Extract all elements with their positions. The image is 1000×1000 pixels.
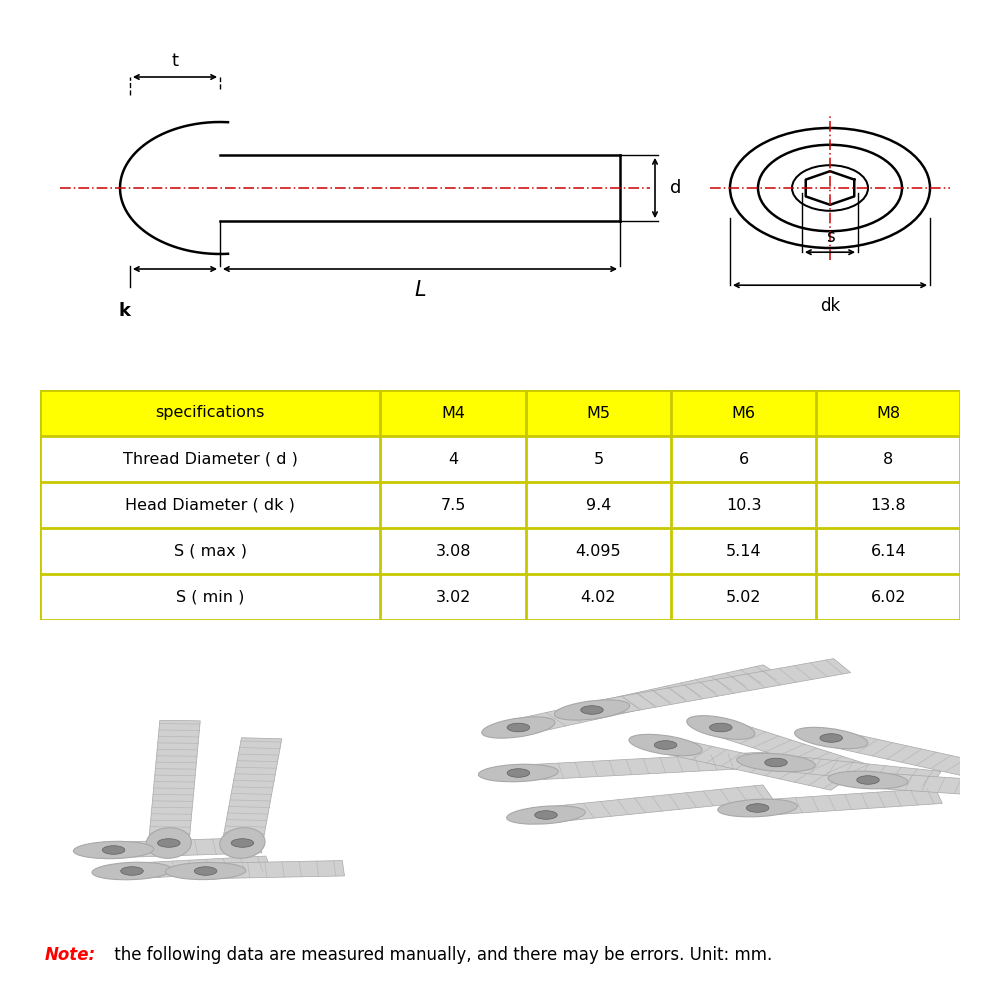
Ellipse shape: [92, 862, 172, 880]
Ellipse shape: [554, 700, 630, 720]
Polygon shape: [541, 785, 773, 822]
Polygon shape: [864, 772, 1000, 799]
Text: t: t: [172, 52, 178, 70]
Circle shape: [194, 867, 217, 875]
Ellipse shape: [629, 734, 702, 756]
Circle shape: [121, 867, 143, 875]
Text: 6.14: 6.14: [870, 544, 906, 558]
Text: s: s: [826, 228, 834, 246]
Ellipse shape: [220, 828, 265, 858]
Polygon shape: [149, 720, 200, 843]
Polygon shape: [516, 752, 776, 781]
Circle shape: [654, 741, 677, 749]
Circle shape: [820, 734, 842, 742]
Text: M4: M4: [441, 406, 465, 420]
Circle shape: [102, 846, 125, 854]
Text: 4.02: 4.02: [581, 589, 616, 604]
Text: 5.02: 5.02: [726, 589, 762, 604]
Text: 10.3: 10.3: [726, 497, 762, 512]
Text: Head Diameter ( dk ): Head Diameter ( dk ): [125, 497, 295, 512]
Text: 3.08: 3.08: [435, 544, 471, 558]
Text: 7.5: 7.5: [440, 497, 466, 512]
Text: L: L: [414, 280, 426, 300]
Text: 3.02: 3.02: [435, 589, 471, 604]
Ellipse shape: [165, 862, 246, 880]
Text: 8: 8: [883, 452, 893, 466]
Ellipse shape: [687, 716, 755, 739]
Ellipse shape: [73, 841, 154, 859]
Circle shape: [746, 804, 769, 812]
Polygon shape: [583, 659, 851, 717]
Text: the following data are measured manually, and there may be errors. Unit: mm.: the following data are measured manually…: [109, 946, 772, 964]
Text: dk: dk: [820, 297, 840, 315]
Polygon shape: [821, 731, 1000, 783]
Polygon shape: [508, 665, 783, 734]
Polygon shape: [129, 856, 271, 879]
Text: 9.4: 9.4: [586, 497, 611, 512]
Bar: [40, 390, 960, 436]
Circle shape: [535, 811, 557, 819]
Polygon shape: [708, 722, 875, 778]
Text: Note:: Note:: [45, 946, 96, 964]
Polygon shape: [754, 788, 942, 816]
Ellipse shape: [795, 727, 868, 749]
Circle shape: [231, 839, 254, 847]
Text: Thread Diameter ( d ): Thread Diameter ( d ): [123, 452, 298, 466]
Text: k: k: [119, 302, 131, 320]
Text: 13.8: 13.8: [870, 497, 906, 512]
Ellipse shape: [146, 828, 191, 858]
Polygon shape: [222, 738, 282, 844]
Text: specifications: specifications: [156, 406, 265, 420]
Polygon shape: [112, 837, 262, 858]
Text: S ( min ): S ( min ): [176, 589, 244, 604]
Circle shape: [710, 723, 732, 732]
Ellipse shape: [478, 764, 558, 782]
Text: d: d: [670, 179, 681, 197]
Circle shape: [581, 706, 603, 714]
Circle shape: [765, 758, 787, 767]
Circle shape: [158, 839, 180, 847]
Circle shape: [507, 769, 530, 777]
Text: 6: 6: [739, 452, 749, 466]
Ellipse shape: [507, 806, 585, 824]
Polygon shape: [771, 755, 941, 786]
Text: 5: 5: [593, 452, 604, 466]
Ellipse shape: [828, 771, 908, 789]
Text: 4: 4: [448, 452, 458, 466]
Polygon shape: [655, 738, 851, 790]
Ellipse shape: [737, 753, 815, 772]
Text: 6.02: 6.02: [870, 589, 906, 604]
Ellipse shape: [482, 717, 555, 738]
Polygon shape: [205, 861, 344, 879]
Text: M6: M6: [732, 406, 756, 420]
Circle shape: [857, 776, 879, 784]
Text: M8: M8: [876, 406, 900, 420]
Text: M5: M5: [586, 406, 610, 420]
Circle shape: [507, 723, 530, 732]
Text: S ( max ): S ( max ): [174, 544, 247, 558]
Text: 4.095: 4.095: [576, 544, 621, 558]
Ellipse shape: [718, 799, 797, 817]
Text: 5.14: 5.14: [726, 544, 762, 558]
